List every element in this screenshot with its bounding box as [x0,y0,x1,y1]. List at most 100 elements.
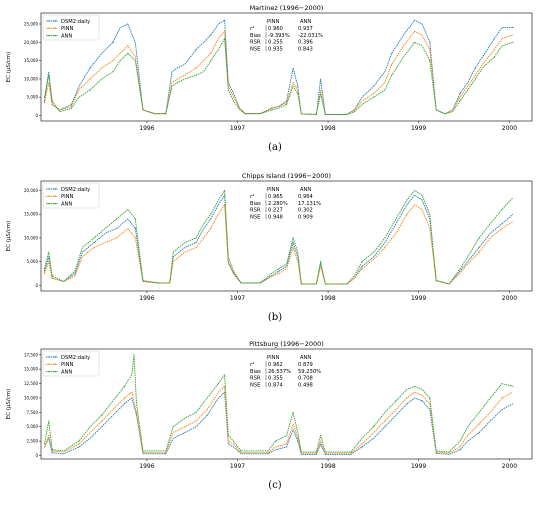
legend-marker [54,202,56,205]
data-point [195,74,197,76]
legend-marker [48,20,50,22]
data-point [195,49,197,51]
data-point [224,204,226,206]
data-point [429,60,431,62]
data-point [195,242,197,244]
data-point [43,100,46,102]
stats-value-pinn: 0.965 [268,194,283,200]
data-point [70,107,73,109]
data-point [270,107,273,109]
data-point [361,443,363,445]
data-point [406,199,408,201]
data-point [112,41,114,43]
data-point [315,453,317,455]
data-point [51,277,53,279]
data-point [93,237,95,239]
plot-frame [40,348,533,460]
legend-marker [54,188,56,190]
data-point [232,100,235,102]
x-tick-label: 1997 [230,463,245,470]
chart-title: Martinez (1996−2000) [250,4,324,12]
legend-marker [54,195,56,197]
data-point [195,67,197,69]
data-point [353,109,355,111]
legend-marker [48,188,50,190]
stats-table: PINN ANN r² 0.965 0.964 Bias 2.280% 17.131% RSR 0… [250,187,321,220]
stats-row-label: RSR [250,376,261,382]
x-tick-label: 2000 [502,295,517,302]
stats-value-pinn: 0.948 [268,214,283,220]
data-point [74,270,76,272]
data-point [116,218,118,220]
stats-header-ann: ANN [300,355,311,361]
data-point [286,446,288,448]
data-point [474,74,476,76]
stats-row-label: RSR [250,208,261,214]
stats-value-pinn: 0.255 [268,40,283,46]
stats-row-label: NSE [250,214,260,220]
y-tick-label: 15,000 [24,212,38,217]
data-point [70,105,73,107]
data-point [361,265,363,267]
stats-header-pinn: PINN [267,187,280,193]
series-line-ann [44,190,514,285]
stats-row-label: r² [250,362,254,368]
data-point [195,237,197,239]
y-tick-label: 15,000 [24,367,38,372]
chart-panel: Martinez (1996−2000) 0 5,000 10,000 15,000 20… [6,4,533,153]
legend-box [42,14,100,41]
stats-header-ann: ANN [300,19,311,25]
data-point [391,63,393,65]
data-point [51,103,53,106]
y-tick-label: 10,000 [24,76,38,81]
data-point [384,426,386,428]
stats-row-label: r² [250,194,254,200]
data-point [406,403,408,405]
x-tick-label: 1999 [411,295,426,302]
data-point [467,426,469,428]
data-point [232,270,235,272]
stats-value-ann: 0.964 [298,194,314,200]
data-point [324,113,326,115]
data-point [101,426,103,428]
data-point [414,385,416,387]
x-tick-label: 1999 [411,463,426,470]
data-point [501,223,503,225]
data-point [395,400,397,402]
data-point [127,45,129,47]
data-point [206,408,208,411]
y-tick-label: 5,000 [27,259,39,264]
data-point [224,19,226,21]
series-line-ann [44,38,514,115]
data-point [414,41,416,43]
data-point [459,100,461,102]
data-point [78,443,80,445]
data-point [373,92,375,95]
data-point [384,246,386,248]
data-point [459,92,461,95]
stats-table: PINN ANN r² 0.962 0.879 Bias 26.537% 59.230% RSR… [250,355,321,388]
y-tick-label: 10,000 [24,395,38,400]
data-point [127,52,129,54]
data-point [43,272,46,275]
data-point [184,426,186,428]
data-point [184,431,186,434]
legend-marker [48,195,50,197]
y-tick-label: 0 [35,283,38,288]
data-point [361,446,363,448]
stats-row-label: Bias [250,369,261,375]
data-point [391,74,393,76]
data-point [429,41,431,43]
data-point [320,434,322,436]
data-point [267,453,269,455]
y-tick-label: 0 [35,453,38,458]
legend-label: PINN [61,26,74,32]
data-point [244,113,246,115]
legend-marker [48,202,50,205]
legend-label: DSM2:daily [61,187,90,193]
data-point [292,237,294,239]
data-point [297,89,299,91]
series-line-dsm2-daily [44,391,514,455]
legend-marker [54,27,56,29]
